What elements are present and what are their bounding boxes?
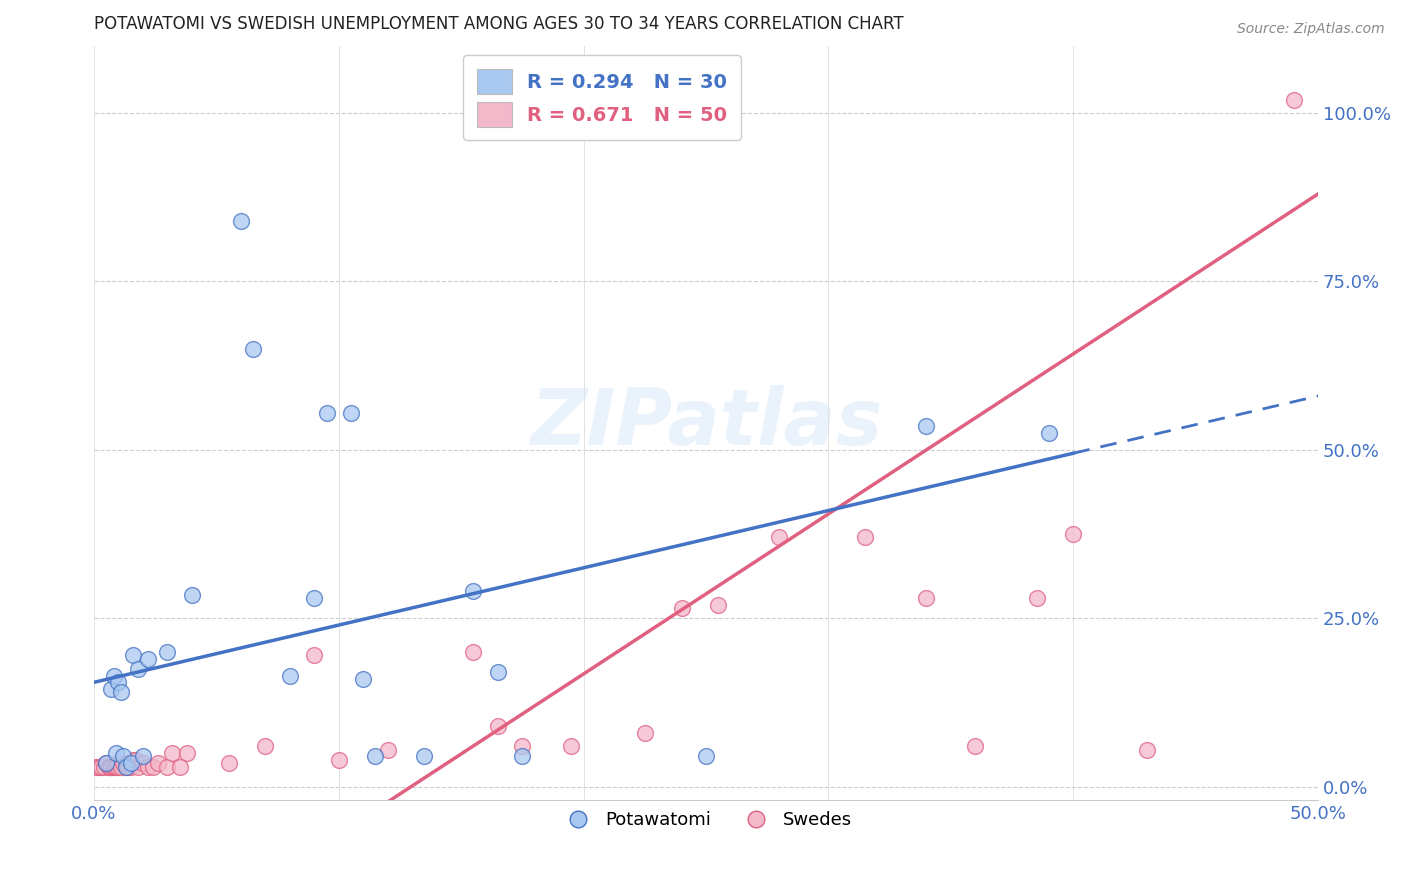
Point <box>1025 591 1047 606</box>
Point <box>110 685 132 699</box>
Point <box>304 648 326 663</box>
Point <box>634 726 657 740</box>
Point <box>1136 742 1159 756</box>
Point <box>127 759 149 773</box>
Point <box>707 598 730 612</box>
Point <box>96 756 118 771</box>
Point <box>463 645 485 659</box>
Point <box>90 759 112 773</box>
Point <box>176 746 198 760</box>
Point <box>413 749 436 764</box>
Point <box>104 746 127 760</box>
Point <box>127 662 149 676</box>
Point <box>1062 527 1084 541</box>
Point <box>122 648 145 663</box>
Text: ZIPatlas: ZIPatlas <box>530 385 882 461</box>
Point <box>107 675 129 690</box>
Point <box>100 759 122 773</box>
Point <box>512 739 534 754</box>
Point <box>107 756 129 771</box>
Point <box>768 531 790 545</box>
Point <box>86 759 108 773</box>
Point <box>315 406 337 420</box>
Point <box>1038 425 1060 440</box>
Point <box>103 759 125 773</box>
Point <box>156 759 179 773</box>
Point <box>93 759 115 773</box>
Point <box>486 665 509 680</box>
Point <box>100 759 122 773</box>
Point <box>100 681 122 696</box>
Point <box>229 214 252 228</box>
Point <box>915 419 938 434</box>
Point <box>136 759 159 773</box>
Point <box>352 672 374 686</box>
Point <box>114 759 136 773</box>
Point <box>254 739 277 754</box>
Point <box>124 753 146 767</box>
Point <box>132 749 155 764</box>
Point <box>104 759 127 773</box>
Text: Source: ZipAtlas.com: Source: ZipAtlas.com <box>1237 22 1385 37</box>
Point <box>96 756 118 771</box>
Point <box>114 759 136 773</box>
Point <box>112 749 135 764</box>
Point <box>117 759 139 773</box>
Point <box>110 759 132 773</box>
Point <box>853 531 876 545</box>
Point <box>328 753 350 767</box>
Point <box>120 756 142 771</box>
Point <box>218 756 240 771</box>
Point <box>377 742 399 756</box>
Point <box>242 342 264 356</box>
Point <box>136 651 159 665</box>
Point <box>162 746 184 760</box>
Point <box>103 759 125 773</box>
Point <box>87 759 110 773</box>
Point <box>180 588 202 602</box>
Point <box>560 739 582 754</box>
Point <box>463 584 485 599</box>
Text: POTAWATOMI VS SWEDISH UNEMPLOYMENT AMONG AGES 30 TO 34 YEARS CORRELATION CHART: POTAWATOMI VS SWEDISH UNEMPLOYMENT AMONG… <box>94 15 904 33</box>
Point <box>122 753 145 767</box>
Point <box>132 756 155 771</box>
Point <box>146 756 169 771</box>
Point <box>107 759 129 773</box>
Point <box>512 749 534 764</box>
Point <box>915 591 938 606</box>
Point <box>671 601 693 615</box>
Point <box>304 591 326 606</box>
Legend: Potawatomi, Swedes: Potawatomi, Swedes <box>553 804 859 837</box>
Point <box>364 749 387 764</box>
Point <box>112 756 135 771</box>
Point <box>169 759 191 773</box>
Point <box>695 749 717 764</box>
Point <box>156 645 179 659</box>
Point <box>97 759 120 773</box>
Point <box>340 406 363 420</box>
Point <box>103 668 125 682</box>
Point <box>120 759 142 773</box>
Point <box>486 719 509 733</box>
Point <box>142 759 165 773</box>
Point <box>1282 93 1305 107</box>
Point <box>97 759 120 773</box>
Point <box>278 668 301 682</box>
Point <box>965 739 987 754</box>
